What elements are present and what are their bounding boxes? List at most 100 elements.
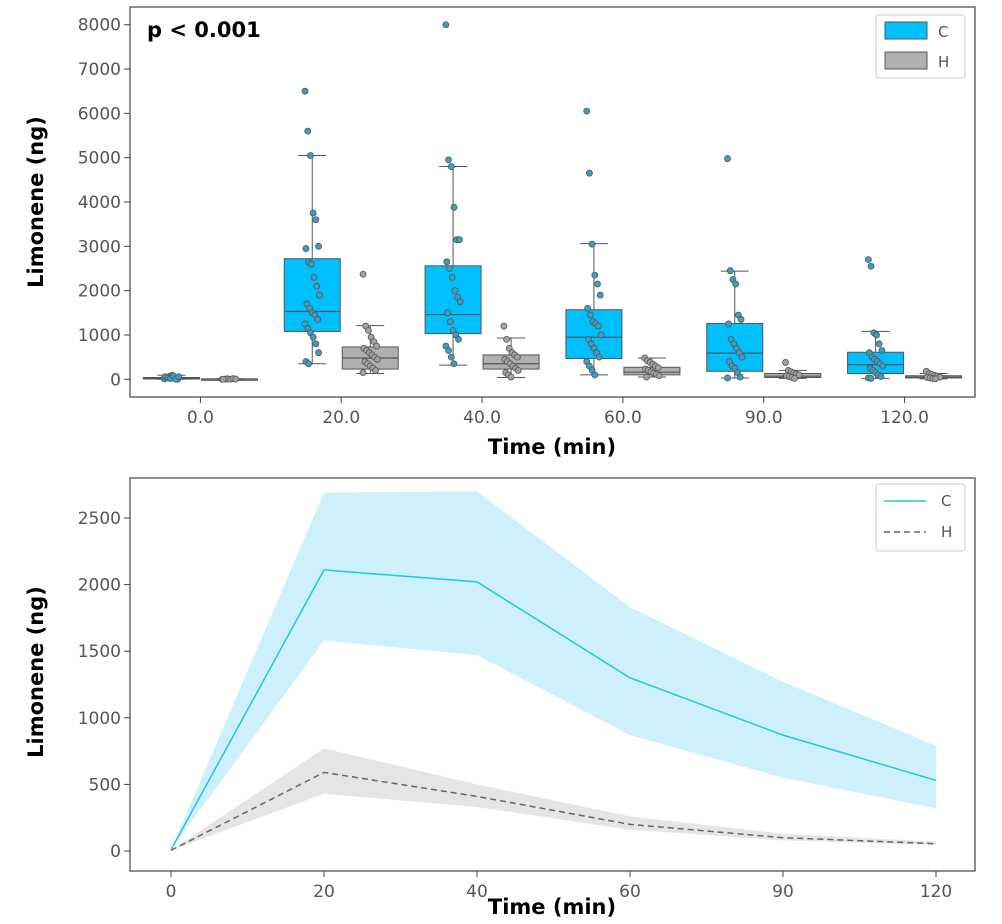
data-point-c: [309, 209, 317, 217]
data-point-c: [448, 273, 456, 281]
significance-annotation: p < 0.001: [147, 18, 261, 42]
data-point-c: [312, 340, 320, 348]
data-point-h: [782, 359, 789, 366]
legend: C H: [875, 14, 966, 79]
data-point-h: [500, 322, 508, 330]
data-point-c: [314, 316, 322, 323]
legend-swatch-h: [884, 51, 928, 70]
x-tick-label: 0.0: [187, 408, 214, 428]
y-tick-label: 1000: [78, 709, 121, 729]
x-axis-label: Time (min): [488, 435, 616, 459]
data-point-c: [443, 258, 451, 266]
x-tick-label: 120.0: [880, 408, 929, 428]
data-point-c: [310, 273, 318, 281]
data-point-h: [374, 355, 381, 363]
plot-area-frame: [129, 477, 976, 872]
x-tick-label: 20.0: [322, 408, 360, 428]
data-point-c: [302, 245, 310, 252]
x-tick-label: 90: [772, 882, 794, 902]
data-point-h: [654, 364, 662, 372]
data-point-h: [372, 367, 380, 374]
data-point-c: [446, 318, 454, 326]
confidence-band-h: [171, 748, 936, 851]
data-point-h: [503, 335, 510, 343]
series-line-h: [170, 771, 937, 852]
data-point-c: [724, 155, 731, 162]
data-point-c: [583, 107, 591, 115]
y-tick-label: 3000: [78, 237, 121, 257]
confidence-bands: [171, 491, 936, 851]
series-lines: [170, 569, 937, 852]
box-plot-chart: 0 1000 2000 3000 4000 5000 6000 7000 8000 0.0 20.…: [24, 6, 976, 459]
data-point-c: [586, 311, 594, 319]
data-point-c: [307, 152, 314, 159]
legend-swatch-c: [884, 21, 928, 40]
data-point-c: [447, 163, 455, 170]
data-point-h: [655, 372, 663, 380]
data-point-c: [875, 340, 883, 348]
legend: C H: [875, 483, 966, 552]
data-point-c: [455, 236, 463, 244]
legend-label-c: C: [941, 492, 951, 510]
y-axis-label: Limonene (ng): [24, 586, 48, 758]
data-point-h: [643, 373, 650, 381]
y-axis-ticks: 0 1000 2000 3000 4000 5000 6000 7000 8000: [78, 16, 130, 390]
data-point-c: [444, 309, 452, 317]
y-tick-label: 1000: [78, 326, 121, 346]
data-point-c: [867, 262, 875, 270]
y-tick-label: 2000: [78, 576, 121, 596]
x-tick-label: 40.0: [463, 408, 501, 428]
data-point-c: [737, 316, 745, 323]
data-point-c: [879, 362, 887, 370]
data-point-c: [591, 371, 599, 379]
data-point-c: [313, 282, 321, 290]
data-point-c: [584, 304, 592, 312]
y-tick-label: 0: [110, 370, 121, 390]
y-tick-label: 1500: [78, 642, 121, 662]
data-point-h: [232, 375, 240, 383]
box-body: [283, 258, 341, 332]
x-tick-label: 20: [313, 882, 335, 902]
box-body: [706, 322, 764, 372]
x-axis-ticks: 0.0 20.0 40.0 60.0 90.0 120.0: [187, 397, 929, 428]
x-tick-label: 90.0: [745, 408, 783, 428]
data-point-c: [309, 333, 317, 341]
y-tick-label: 4000: [78, 193, 121, 213]
data-point-c: [597, 331, 605, 339]
y-tick-label: 2000: [78, 282, 121, 302]
data-point-c: [586, 169, 593, 177]
y-tick-label: 2500: [78, 509, 121, 529]
data-point-c: [594, 280, 601, 288]
data-point-c: [316, 291, 323, 299]
y-tick-label: 6000: [78, 104, 121, 124]
y-tick-label: 8000: [78, 16, 121, 36]
data-point-c: [446, 265, 453, 272]
series-line-c: [170, 569, 937, 851]
data-point-c: [878, 347, 886, 354]
x-axis-label: Time (min): [488, 895, 616, 919]
data-point-c: [738, 353, 746, 361]
data-point-h: [795, 371, 803, 379]
data-point-c: [864, 256, 872, 264]
box-c-4: [706, 270, 764, 379]
legend-label-h: H: [938, 53, 949, 71]
data-point-c: [726, 267, 734, 275]
data-point-h: [359, 369, 367, 377]
data-point-c: [873, 331, 880, 339]
x-tick-label: 60.0: [604, 408, 642, 428]
plot-area-frame: [129, 6, 976, 398]
data-point-c: [301, 87, 309, 95]
line-chart: 0 500 1000 1500 2000 2500 0 20 40 60 90 120 Time (…: [24, 477, 976, 919]
data-point-c: [588, 240, 596, 248]
data-point-c: [447, 353, 455, 361]
data-point-c: [305, 360, 313, 368]
data-point-c: [451, 287, 459, 295]
data-point-c: [445, 347, 452, 354]
data-point-h: [791, 374, 798, 382]
data-point-c: [442, 21, 450, 29]
data-point-c: [877, 373, 885, 381]
data-point-c: [595, 353, 603, 361]
data-point-c: [725, 320, 732, 328]
y-tick-label: 5000: [78, 149, 121, 169]
